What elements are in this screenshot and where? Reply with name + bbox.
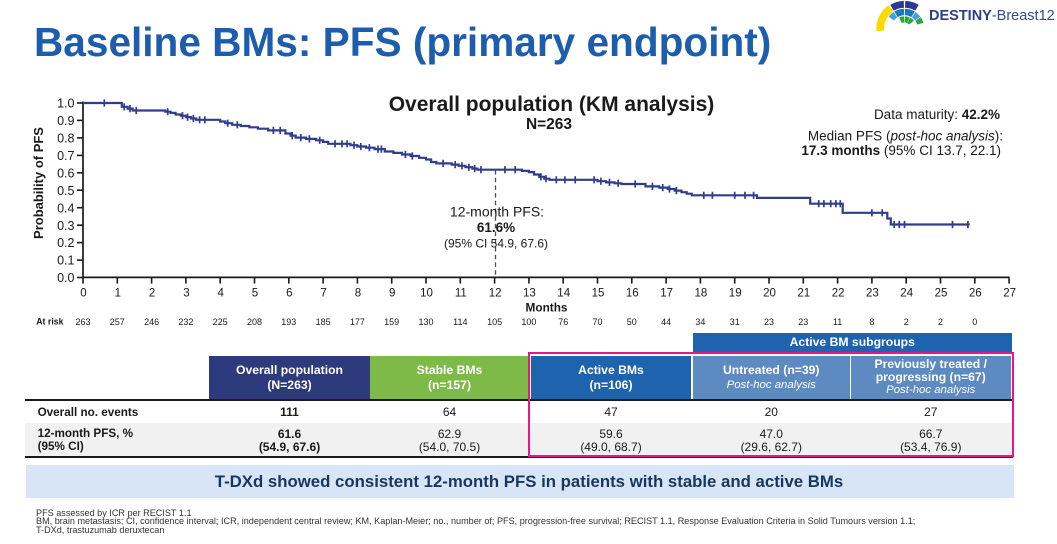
svg-text:27: 27 [1003, 288, 1016, 300]
svg-text:5: 5 [252, 288, 258, 300]
svg-text:232: 232 [178, 317, 193, 327]
svg-text:100: 100 [521, 317, 536, 327]
svg-text:70: 70 [592, 317, 602, 327]
svg-text:0.4: 0.4 [57, 201, 74, 215]
svg-text:26: 26 [969, 288, 982, 300]
svg-text:0.9: 0.9 [57, 114, 74, 128]
svg-text:0.2: 0.2 [57, 236, 74, 250]
svg-text:12-month PFS:: 12-month PFS: [450, 204, 544, 220]
svg-text:(95% CI 54.9, 67.6): (95% CI 54.9, 67.6) [444, 237, 548, 251]
svg-text:114: 114 [453, 317, 467, 327]
svg-text:Probability of PFS: Probability of PFS [31, 127, 46, 239]
svg-text:17.3 months (95% CI 13.7, 22.1: 17.3 months (95% CI 13.7, 22.1) [801, 143, 1001, 158]
svg-text:76: 76 [558, 317, 568, 327]
svg-text:0: 0 [972, 317, 977, 327]
svg-text:0.3: 0.3 [57, 219, 74, 233]
svg-text:8: 8 [869, 317, 874, 327]
svg-text:31: 31 [730, 317, 740, 327]
svg-text:0: 0 [80, 288, 86, 300]
svg-text:14: 14 [557, 288, 570, 300]
svg-text:18: 18 [695, 288, 708, 300]
svg-text:Overall population (KM analysi: Overall population (KM analysis) [389, 93, 715, 116]
svg-text:105: 105 [487, 317, 502, 327]
svg-text:193: 193 [281, 317, 296, 327]
svg-text:263: 263 [75, 317, 90, 327]
svg-text:7: 7 [320, 288, 326, 300]
svg-text:246: 246 [144, 317, 159, 327]
svg-text:12: 12 [489, 288, 502, 300]
svg-text:257: 257 [110, 317, 125, 327]
svg-text:208: 208 [247, 317, 262, 327]
svg-text:8: 8 [355, 288, 361, 300]
svg-text:0.5: 0.5 [57, 184, 74, 198]
svg-text:130: 130 [418, 317, 433, 327]
svg-text:17: 17 [660, 288, 673, 300]
svg-text:0.8: 0.8 [57, 132, 74, 146]
svg-text:61.6%: 61.6% [477, 220, 515, 235]
svg-text:10: 10 [420, 288, 433, 300]
svg-text:2: 2 [938, 317, 943, 327]
svg-text:2: 2 [149, 288, 155, 300]
svg-text:50: 50 [627, 317, 637, 327]
svg-text:19: 19 [729, 288, 742, 300]
svg-text:34: 34 [695, 317, 705, 327]
svg-text:21: 21 [797, 288, 810, 300]
svg-text:225: 225 [213, 317, 228, 327]
svg-text:13: 13 [523, 288, 536, 300]
svg-text:0.6: 0.6 [57, 166, 74, 180]
svg-text:4: 4 [217, 288, 224, 300]
svg-text:23: 23 [866, 288, 879, 300]
svg-text:23: 23 [798, 317, 808, 327]
svg-text:Median PFS (post-hoc analysis): Median PFS (post-hoc analysis): [808, 129, 1003, 144]
svg-text:Data maturity: 42.2%: Data maturity: 42.2% [874, 107, 1000, 122]
svg-text:159: 159 [384, 317, 399, 327]
svg-text:1: 1 [115, 288, 121, 300]
svg-text:44: 44 [661, 317, 671, 327]
svg-text:15: 15 [592, 288, 605, 300]
svg-text:0.7: 0.7 [57, 149, 74, 163]
svg-text:22: 22 [832, 288, 845, 300]
svg-text:11: 11 [833, 317, 842, 327]
svg-text:Months: Months [526, 301, 568, 315]
svg-text:0.0: 0.0 [57, 271, 74, 285]
svg-text:1.0: 1.0 [57, 97, 74, 111]
svg-text:25: 25 [935, 288, 948, 300]
svg-text:2: 2 [904, 317, 909, 327]
svg-text:24: 24 [900, 288, 913, 300]
svg-text:N=263: N=263 [526, 116, 572, 133]
svg-text:6: 6 [286, 288, 292, 300]
svg-text:20: 20 [763, 288, 776, 300]
svg-text:16: 16 [626, 288, 639, 300]
svg-text:0.1: 0.1 [57, 254, 74, 268]
svg-text:3: 3 [183, 288, 189, 300]
svg-text:185: 185 [316, 317, 331, 327]
svg-text:At risk: At risk [36, 317, 63, 327]
svg-text:11: 11 [455, 288, 467, 300]
svg-text:9: 9 [389, 288, 395, 300]
svg-text:177: 177 [350, 317, 365, 327]
svg-text:23: 23 [764, 317, 774, 327]
